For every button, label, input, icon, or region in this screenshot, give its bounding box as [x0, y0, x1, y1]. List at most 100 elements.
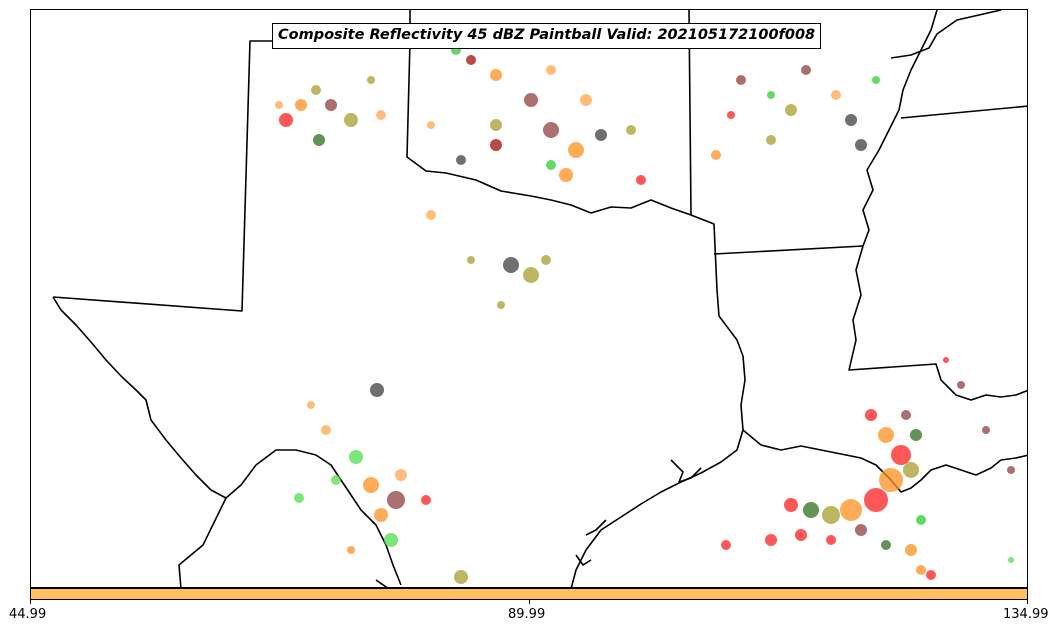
storm-cell: [626, 125, 636, 135]
storm-cell: [826, 535, 836, 545]
storm-cell: [427, 121, 435, 129]
reflectivity-blobs: [275, 34, 1015, 584]
storm-cell: [376, 110, 386, 120]
storm-cell: [855, 524, 867, 536]
storm-cell: [831, 90, 841, 100]
storm-cell: [736, 75, 746, 85]
map-canvas: [52, 10, 1027, 587]
storm-cell: [901, 410, 911, 420]
storm-cell: [559, 168, 573, 182]
storm-cell: [845, 114, 857, 126]
storm-cell: [801, 65, 811, 75]
storm-cell: [497, 301, 505, 309]
storm-cell: [864, 488, 888, 512]
storm-cell: [822, 506, 840, 524]
storm-cell: [344, 113, 358, 127]
arkansas-south-border: [713, 245, 864, 255]
storm-cell: [294, 493, 304, 503]
storm-cell: [580, 94, 592, 106]
storm-cell: [331, 475, 341, 485]
storm-cell: [803, 502, 819, 518]
storm-cell: [363, 477, 379, 493]
storm-cell: [636, 175, 646, 185]
missouri-border: [890, 10, 1002, 59]
storm-cell: [295, 99, 307, 111]
storm-cell: [767, 91, 775, 99]
map-title: Composite Reflectivity 45 dBZ Paintball …: [272, 23, 822, 49]
storm-cell: [727, 111, 735, 119]
storm-cell: [325, 99, 337, 111]
storm-cell: [467, 256, 475, 264]
storm-cell: [891, 445, 911, 465]
colorbar-tick: [1027, 600, 1028, 604]
colorbar-tick-label-min: 44.99: [9, 607, 47, 622]
storm-cell: [313, 134, 325, 146]
storm-cell: [1007, 466, 1015, 474]
storm-cell: [426, 210, 436, 220]
storm-cell: [347, 546, 355, 554]
storm-cell: [855, 139, 867, 151]
louisiana-mississippi-border: [848, 245, 1027, 401]
texas-border: [52, 40, 746, 587]
storm-cell: [374, 508, 388, 522]
storm-cell: [279, 113, 293, 127]
storm-cell: [881, 540, 891, 550]
colorbar-tick: [30, 600, 31, 604]
storm-cell: [421, 495, 431, 505]
mexico-state-line: [178, 497, 227, 587]
storm-cell: [384, 533, 398, 547]
storm-cell: [543, 122, 559, 138]
state-boundaries: [52, 10, 1027, 587]
storm-cell: [349, 450, 363, 464]
map-panel: Composite Reflectivity 45 dBZ Paintball …: [30, 9, 1028, 588]
storm-cell: [903, 462, 919, 478]
storm-cell: [711, 150, 721, 160]
storm-cell: [490, 139, 502, 151]
storm-cell: [466, 55, 476, 65]
storm-cell: [307, 401, 315, 409]
storm-cell: [490, 119, 502, 131]
storm-cell: [524, 93, 538, 107]
storm-cell: [766, 135, 776, 145]
storm-cell: [568, 142, 584, 158]
storm-cell: [910, 429, 922, 441]
storm-cell: [311, 85, 321, 95]
storm-cell: [490, 69, 502, 81]
storm-cell: [546, 65, 556, 75]
storm-cell: [785, 104, 797, 116]
storm-cell: [840, 499, 862, 521]
storm-cell: [878, 427, 894, 443]
texas-coast-islands: [575, 459, 702, 566]
storm-cell: [523, 267, 539, 283]
colorbar: [30, 588, 1028, 600]
storm-cell: [926, 570, 936, 580]
storm-cell: [784, 498, 798, 512]
colorbar-tick: [529, 600, 530, 604]
colorbar-tick-label-mid: 89.99: [508, 607, 546, 622]
storm-cell: [503, 257, 519, 273]
storm-cell: [905, 544, 917, 556]
storm-cell: [721, 540, 731, 550]
storm-cell: [321, 425, 331, 435]
storm-cell: [546, 160, 556, 170]
storm-cell: [879, 468, 903, 492]
storm-cell: [395, 469, 407, 481]
storm-cell: [865, 409, 877, 421]
storm-cell: [595, 129, 607, 141]
storm-cell: [957, 381, 965, 389]
storm-cell: [387, 491, 405, 509]
storm-cell: [367, 76, 375, 84]
colorbar-tick-label-max: 134.99: [1003, 607, 1049, 622]
storm-cell: [1008, 557, 1014, 563]
storm-cell: [454, 570, 468, 584]
storm-cell: [916, 515, 926, 525]
mississippi-alabama-border: [900, 105, 1027, 119]
storm-cell: [541, 255, 551, 265]
storm-cell: [370, 383, 384, 397]
storm-cell: [765, 534, 777, 546]
storm-cell: [872, 76, 880, 84]
texas-rio-grande: [52, 296, 402, 586]
storm-cell: [456, 155, 466, 165]
louisiana-coast: [742, 429, 1027, 493]
mexico-state-line-2: [375, 579, 388, 587]
